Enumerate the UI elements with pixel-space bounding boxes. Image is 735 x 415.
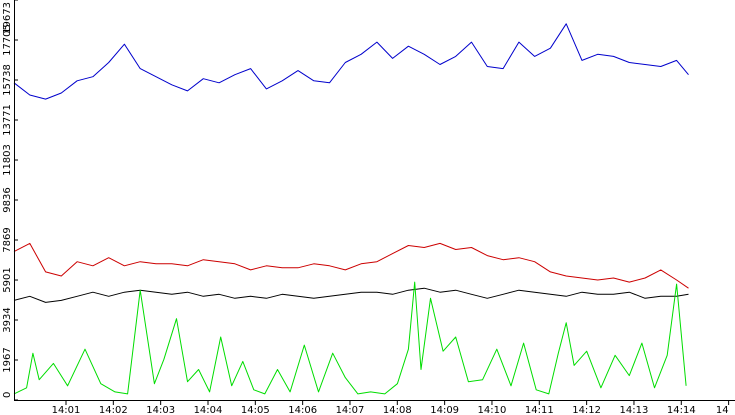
series-line-2 [13,242,689,289]
x-tick-label: 14:11 [525,405,554,415]
y-tick-label: 15738 [2,64,13,96]
x-tick-label: 14:07 [336,405,365,415]
x-tick-label: 14:01 [52,405,81,415]
y-tick-label: 13771 [2,104,13,136]
x-tick-label: 14:09 [430,405,459,415]
y-tick-label: 17705 [2,24,13,56]
y-tick-label: 0 [2,392,13,398]
y-tick-label: 5901 [2,267,13,292]
y-tick-label: 7869 [2,227,13,252]
x-tick-layer: 14:01 14:02 14:03 14:04 14:05 14:06 14:07 14:08… [52,400,730,415]
y-tick-layer: 0 1967 3934 5901 7869 9836 11803 13771 15738 1770… [2,0,18,401]
y-tick-label: 11803 [2,144,13,176]
series-line-3 [13,287,689,303]
x-tick-label: 14 [716,405,729,415]
series-line-4 [13,281,687,395]
y-tick-label: 19673 [2,2,13,34]
x-tick-label: 14:04 [194,405,223,415]
x-tick-label: 14:02 [99,405,128,415]
x-tick-label: 14:05 [241,405,270,415]
y-tick-label: 1967 [2,347,13,372]
series-layer [13,23,689,395]
x-tick-label: 14:03 [146,405,175,415]
series-line-1 [13,23,689,100]
x-tick-label: 14:10 [478,405,507,415]
x-tick-label: 14:13 [620,405,649,415]
y-tick-label: 9836 [2,187,13,212]
x-tick-label: 14:08 [383,405,412,415]
y-tick-label: 3934 [2,307,13,332]
x-tick-label: 14:14 [667,405,696,415]
x-tick-label: 14:06 [288,405,317,415]
x-tick-label: 14:12 [572,405,601,415]
